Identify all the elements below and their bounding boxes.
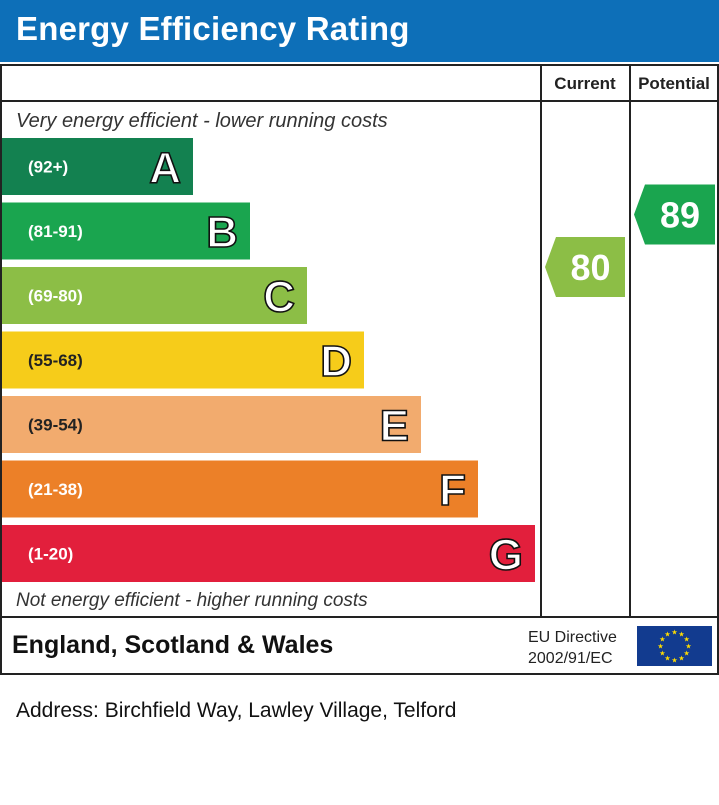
band-b-letter: B	[206, 208, 238, 257]
eu-star-icon: ★	[685, 643, 691, 651]
band-c-letter: C	[263, 273, 295, 322]
band-e-bar	[2, 396, 421, 453]
inefficient-note: Not energy efficient - higher running co…	[16, 590, 368, 611]
potential-column-header: Potential	[638, 74, 710, 93]
band-c-bar	[2, 267, 307, 324]
band-e-range: (39-54)	[28, 416, 83, 435]
band-d-range: (55-68)	[28, 351, 83, 370]
eu-star-icon: ★	[683, 636, 689, 644]
band-e-letter: E	[380, 402, 409, 451]
chart-frame	[0, 64, 719, 675]
band-f-letter: F	[439, 466, 466, 515]
eu-star-icon: ★	[678, 655, 684, 663]
eu-star-icon: ★	[664, 630, 670, 638]
eu-star-icon: ★	[671, 657, 677, 665]
band-b-bar	[2, 202, 250, 260]
directive-line-1: EU Directive	[528, 629, 617, 646]
band-g-letter: G	[489, 531, 523, 580]
region-label: England, Scotland & Wales	[12, 631, 333, 659]
potential-rating-arrow	[634, 184, 715, 245]
address-line: Address: Birchfield Way, Lawley Village,…	[16, 699, 457, 722]
directive-line-2: 2002/91/EC	[528, 650, 613, 667]
current-column-header: Current	[554, 74, 616, 93]
eu-flag-icon	[637, 626, 712, 666]
eu-star-icon: ★	[659, 650, 665, 658]
eu-star-icon: ★	[664, 655, 670, 663]
current-rating-value: 80	[570, 247, 610, 288]
eu-star-icon: ★	[671, 629, 677, 637]
band-a-letter: A	[149, 144, 181, 193]
eu-stars-icon: ★ ★★★★★★★★★★★	[657, 629, 691, 665]
eu-star-icon: ★	[678, 630, 684, 638]
energy-rating-chart: Current Potential Very energy efficient …	[0, 64, 719, 675]
band-g-bar	[2, 525, 535, 582]
band-a-range: (92+)	[28, 158, 68, 177]
band-f-bar	[2, 460, 478, 518]
rating-bands: (92+) A (81-91) B (69-80) C (55-68) D (39-54) E (2…	[2, 138, 535, 582]
band-f-range: (21-38)	[28, 480, 83, 499]
eu-star-icon: ★	[659, 636, 665, 644]
band-c-range: (69-80)	[28, 287, 83, 306]
efficient-note: Very energy efficient - lower running co…	[16, 110, 388, 132]
eu-star-icon: ★	[657, 643, 663, 651]
potential-rating-value: 89	[660, 195, 700, 236]
rating-indicators: 80 89	[545, 184, 715, 297]
header-bar: Energy Efficiency Rating	[0, 0, 719, 62]
band-b-range: (81-91)	[28, 222, 83, 241]
band-g-range: (1-20)	[28, 545, 73, 564]
eu-star-icon: ★	[683, 650, 689, 658]
page-title: Energy Efficiency Rating	[16, 10, 410, 47]
band-d-letter: D	[320, 337, 352, 386]
band-d-bar	[2, 331, 364, 389]
band-a-bar	[2, 138, 193, 195]
current-rating-arrow	[545, 237, 625, 297]
